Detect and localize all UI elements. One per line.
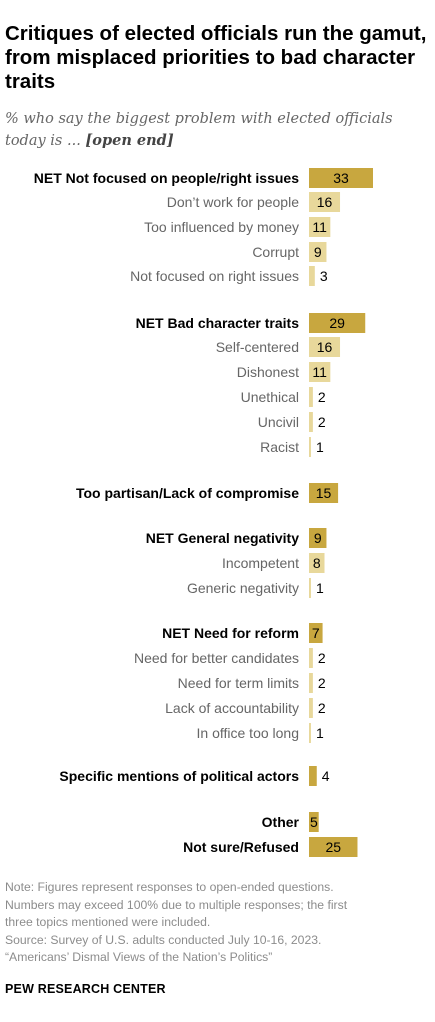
value-label: 11 [312, 219, 327, 235]
source-org: PEW RESEARCH CENTER [5, 982, 166, 996]
value-label: 4 [322, 768, 330, 784]
value-label: 2 [318, 389, 326, 405]
bar [309, 437, 311, 457]
category-label: Too partisan/Lack of compromise [76, 485, 299, 501]
bar [309, 313, 366, 333]
bar [309, 723, 311, 743]
value-label: 25 [325, 839, 341, 855]
value-label: 33 [333, 170, 349, 186]
bar-chart: NET Not focused on people/right issues 33… [34, 168, 373, 857]
bar [309, 483, 339, 503]
chart-subtitle: % who say the biggest problem with elect… [5, 109, 425, 152]
bar [309, 837, 358, 857]
bar [309, 648, 313, 668]
value-label: 3 [320, 268, 328, 284]
bar [309, 528, 327, 548]
value-label: 2 [318, 700, 326, 716]
subtitle-text: % who say the biggest problem with elect… [5, 111, 393, 149]
category-label: Too influenced by money [144, 219, 299, 235]
value-label: 9 [314, 530, 322, 546]
category-label: Racist [260, 439, 299, 455]
category-label: Unethical [241, 389, 299, 405]
value-label: 15 [316, 485, 332, 501]
bar [309, 192, 341, 212]
category-label: Uncivil [258, 414, 299, 430]
chart-notes: Note: Figures represent responses to ope… [5, 879, 430, 967]
bar [309, 623, 323, 643]
category-label: Need for term limits [178, 675, 299, 691]
category-label: NET Need for reform [162, 625, 299, 641]
bar [309, 362, 331, 382]
value-label: 2 [318, 650, 326, 666]
category-label: NET Bad character traits [136, 315, 300, 331]
bar [309, 217, 331, 237]
value-label: 16 [317, 194, 333, 210]
value-label: 1 [316, 580, 324, 596]
bar [309, 553, 325, 573]
chart-title: Critiques of elected officials run the g… [5, 22, 427, 93]
report-title-line: “Americans’ Dismal Views of the Nation’s… [5, 950, 273, 964]
note-line: three topics mentioned were included. [5, 915, 211, 929]
bar [309, 168, 373, 188]
subtitle-emphasis: [open end] [85, 132, 174, 149]
value-label: 2 [318, 414, 326, 430]
category-label: Incompetent [222, 555, 299, 571]
note-line: Note: Figures represent responses to ope… [5, 880, 334, 894]
bar [309, 242, 327, 262]
source-line: Source: Survey of U.S. adults conducted … [5, 932, 322, 947]
value-label: 1 [316, 725, 324, 741]
category-label: Specific mentions of political actors [59, 768, 299, 784]
bar [309, 673, 313, 693]
bar [309, 698, 313, 718]
category-label: Generic negativity [187, 580, 299, 596]
value-label: 7 [312, 625, 320, 641]
category-label: NET General negativity [146, 530, 299, 546]
category-label: Self-centered [216, 339, 299, 355]
category-label: Corrupt [252, 244, 299, 260]
value-label: 9 [314, 244, 322, 260]
category-label: Not focused on right issues [130, 268, 299, 284]
category-label: Not sure/Refused [183, 839, 299, 855]
value-label: 1 [316, 439, 324, 455]
category-label: Don’t work for people [167, 194, 300, 210]
value-label: 11 [312, 364, 327, 380]
category-label: Need for better candidates [134, 650, 299, 666]
value-label: 2 [318, 675, 326, 691]
value-label: 16 [317, 339, 333, 355]
bar [309, 266, 315, 286]
value-label: 8 [313, 555, 321, 571]
value-label: 29 [329, 315, 345, 331]
category-label: Lack of accountability [165, 700, 299, 716]
bar [309, 412, 313, 432]
bar [309, 578, 311, 598]
note-line: Numbers may exceed 100% due to multiple … [5, 897, 348, 912]
category-label: In office too long [197, 725, 299, 741]
bar [309, 766, 317, 786]
bar [309, 387, 313, 407]
bar [309, 337, 341, 357]
category-label: NET Not focused on people/right issues [34, 170, 299, 186]
category-label: Dishonest [237, 364, 299, 380]
category-label: Other [262, 814, 300, 830]
value-label: 5 [310, 814, 318, 830]
bar [309, 812, 319, 832]
